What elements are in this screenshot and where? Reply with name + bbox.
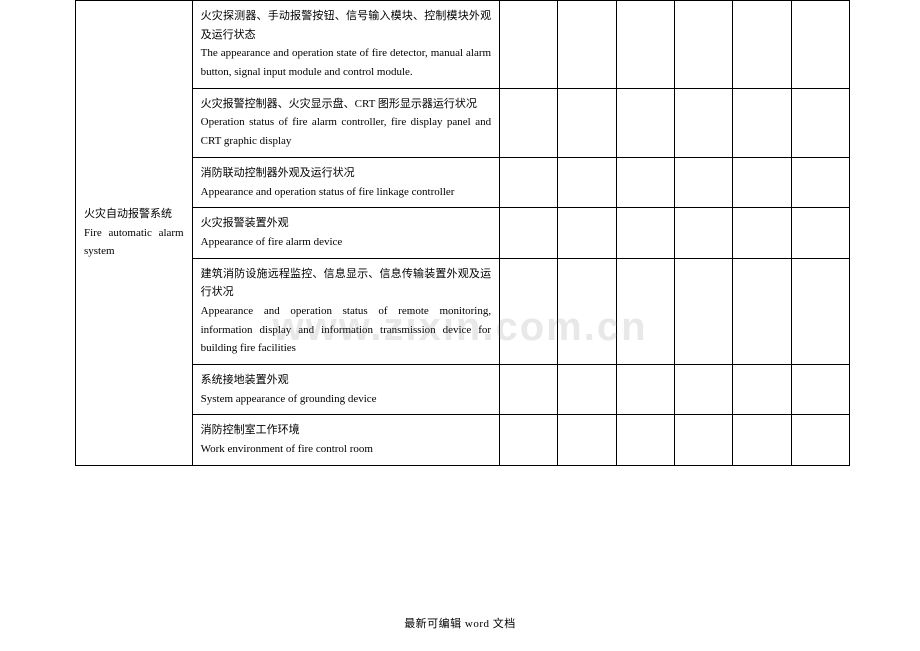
blank-cell bbox=[733, 1, 791, 89]
blank-cell bbox=[791, 365, 849, 415]
blank-cell bbox=[733, 157, 791, 207]
blank-cell bbox=[675, 415, 733, 465]
table-row-desc: 火灾探测器、手动报警按钮、信号输入模块、控制模块外观及运行状态The appea… bbox=[192, 1, 499, 89]
blank-cell bbox=[675, 88, 733, 157]
blank-cell bbox=[558, 88, 616, 157]
blank-cell bbox=[791, 258, 849, 364]
blank-cell bbox=[500, 415, 558, 465]
blank-cell bbox=[675, 1, 733, 89]
blank-cell bbox=[500, 208, 558, 258]
blank-cell bbox=[558, 208, 616, 258]
inspection-table: 火灾自动报警系统Fire automatic alarm system火灾探测器… bbox=[75, 0, 850, 466]
row-cn: 消防联动控制器外观及运行状况 bbox=[201, 164, 491, 183]
blank-cell bbox=[791, 157, 849, 207]
blank-cell bbox=[616, 208, 674, 258]
blank-cell bbox=[616, 88, 674, 157]
row-en: Appearance and operation status of fire … bbox=[201, 183, 491, 202]
blank-cell bbox=[675, 365, 733, 415]
blank-cell bbox=[616, 365, 674, 415]
blank-cell bbox=[500, 365, 558, 415]
row-cn: 火灾探测器、手动报警按钮、信号输入模块、控制模块外观及运行状态 bbox=[201, 7, 491, 44]
blank-cell bbox=[558, 365, 616, 415]
blank-cell bbox=[733, 88, 791, 157]
blank-cell bbox=[558, 1, 616, 89]
blank-cell bbox=[791, 88, 849, 157]
blank-cell bbox=[616, 1, 674, 89]
blank-cell bbox=[733, 258, 791, 364]
blank-cell bbox=[675, 157, 733, 207]
row-cn: 火灾报警控制器、火灾显示盘、CRT 图形显示器运行状况 bbox=[201, 95, 491, 114]
blank-cell bbox=[616, 157, 674, 207]
row-en: Operation status of fire alarm controlle… bbox=[201, 113, 491, 150]
blank-cell bbox=[500, 157, 558, 207]
row-en: System appearance of grounding device bbox=[201, 390, 491, 409]
table-row-desc: 消防控制室工作环境Work environment of fire contro… bbox=[192, 415, 499, 465]
row-cn: 消防控制室工作环境 bbox=[201, 421, 491, 440]
row-cn: 建筑消防设施远程监控、信息显示、信息传输装置外观及运行状况 bbox=[201, 265, 491, 302]
blank-cell bbox=[733, 208, 791, 258]
table-row-desc: 火灾报警装置外观Appearance of fire alarm device bbox=[192, 208, 499, 258]
blank-cell bbox=[733, 365, 791, 415]
blank-cell bbox=[791, 415, 849, 465]
row-en: Work environment of fire control room bbox=[201, 440, 491, 459]
blank-cell bbox=[733, 415, 791, 465]
blank-cell bbox=[675, 258, 733, 364]
blank-cell bbox=[558, 415, 616, 465]
document-page: 火灾自动报警系统Fire automatic alarm system火灾探测器… bbox=[75, 0, 850, 466]
page-footer: 最新可编辑 word 文档 bbox=[0, 615, 920, 631]
category-cell: 火灾自动报警系统Fire automatic alarm system bbox=[76, 1, 193, 466]
blank-cell bbox=[675, 208, 733, 258]
category-en: Fire automatic alarm system bbox=[84, 224, 184, 261]
blank-cell bbox=[558, 258, 616, 364]
category-cn: 火灾自动报警系统 bbox=[84, 205, 184, 224]
blank-cell bbox=[500, 258, 558, 364]
blank-cell bbox=[558, 157, 616, 207]
table-row-desc: 火灾报警控制器、火灾显示盘、CRT 图形显示器运行状况Operation sta… bbox=[192, 88, 499, 157]
row-cn: 火灾报警装置外观 bbox=[201, 214, 491, 233]
row-en: Appearance and operation status of remot… bbox=[201, 302, 491, 358]
blank-cell bbox=[616, 258, 674, 364]
blank-cell bbox=[616, 415, 674, 465]
row-en: The appearance and operation state of fi… bbox=[201, 44, 491, 81]
table-row-desc: 消防联动控制器外观及运行状况Appearance and operation s… bbox=[192, 157, 499, 207]
blank-cell bbox=[791, 1, 849, 89]
table-row-desc: 建筑消防设施远程监控、信息显示、信息传输装置外观及运行状况Appearance … bbox=[192, 258, 499, 364]
blank-cell bbox=[791, 208, 849, 258]
table-row-desc: 系统接地装置外观System appearance of grounding d… bbox=[192, 365, 499, 415]
blank-cell bbox=[500, 1, 558, 89]
blank-cell bbox=[500, 88, 558, 157]
row-cn: 系统接地装置外观 bbox=[201, 371, 491, 390]
row-en: Appearance of fire alarm device bbox=[201, 233, 491, 252]
